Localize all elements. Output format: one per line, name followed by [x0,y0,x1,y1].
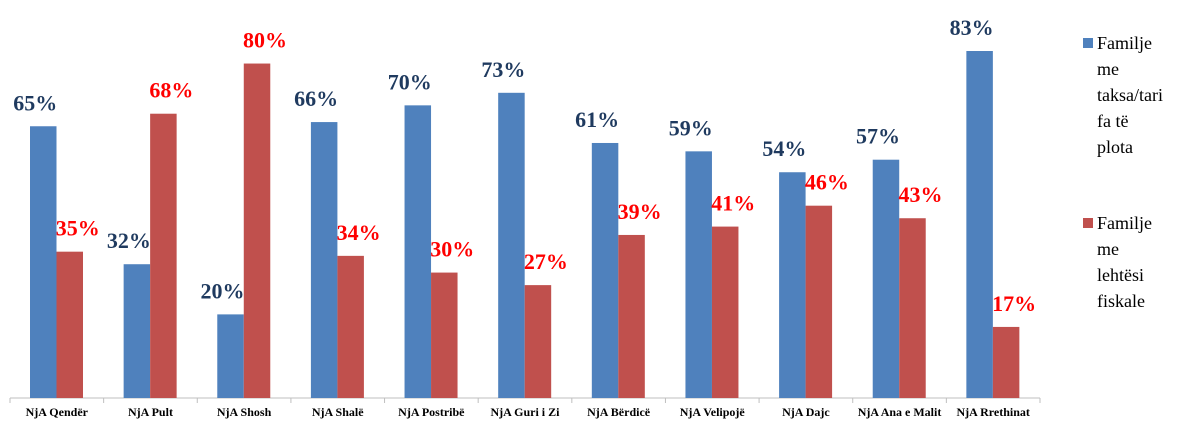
x-tick-label: NjA Bërdicë [587,405,651,419]
bar [966,51,993,398]
value-label: 17% [992,291,1036,316]
value-label: 34% [337,220,381,245]
legend-item: Familje me lehtësi fiskale [1080,210,1170,340]
bar [56,251,83,398]
legend-label: Familje me lehtësi fiskale [1097,213,1152,311]
bar [685,151,712,398]
value-label: 39% [618,199,662,224]
bar [524,285,552,398]
value-label: 83% [950,15,994,40]
value-label: 57% [856,124,900,149]
value-label: 54% [762,136,806,161]
bar [992,326,1020,398]
bar [618,234,645,398]
x-tick-label: NjA Pult [127,405,173,419]
bar [30,126,57,398]
value-label: 32% [107,228,151,253]
value-label: 35% [56,216,100,241]
x-tick-label: NjA Dajc [782,405,830,419]
bar [498,92,525,399]
bar [150,113,177,398]
value-label: 73% [481,57,525,82]
x-tick-label: NjA Ana e Malit [857,405,942,419]
bar [123,264,151,398]
value-label: 20% [201,278,245,303]
x-tick-label: NjA Rrethinat [956,405,1030,419]
value-label: 80% [243,28,287,53]
value-label: 41% [711,191,755,216]
x-tick-label: NjA Guri i Zi [490,405,560,419]
x-tick-label: NjA Velipojë [679,405,745,419]
value-label: 66% [294,86,338,111]
bar [243,63,271,398]
value-label: 68% [149,78,193,103]
x-tick-label: NjA Shalë [311,405,364,419]
bar [431,272,458,398]
bar [872,159,900,398]
x-tick-label: NjA Postribë [398,405,465,419]
bar [591,142,619,398]
x-tick-label: NjA Shosh [216,405,272,419]
value-label: 46% [805,170,849,195]
bar [404,105,432,398]
bar [310,122,338,398]
value-label: 27% [524,249,568,274]
bar [711,226,739,398]
legend-swatch [1083,38,1093,48]
legend-label: Familje me taksa/tarifa të plota [1097,33,1163,157]
bar [805,205,833,398]
bar [899,218,926,398]
value-label: 65% [13,90,57,115]
value-label: 59% [669,115,713,140]
value-label: 61% [575,107,619,132]
value-label: 43% [898,182,942,207]
value-label: 70% [388,69,432,94]
value-label: 30% [430,237,474,262]
legend-swatch [1083,218,1093,228]
legend-item: Familje me taksa/tarifa të plota [1080,30,1170,160]
bar [217,314,244,398]
bar [779,172,806,398]
bar [337,255,364,398]
x-tick-label: NjA Qendër [25,405,88,419]
